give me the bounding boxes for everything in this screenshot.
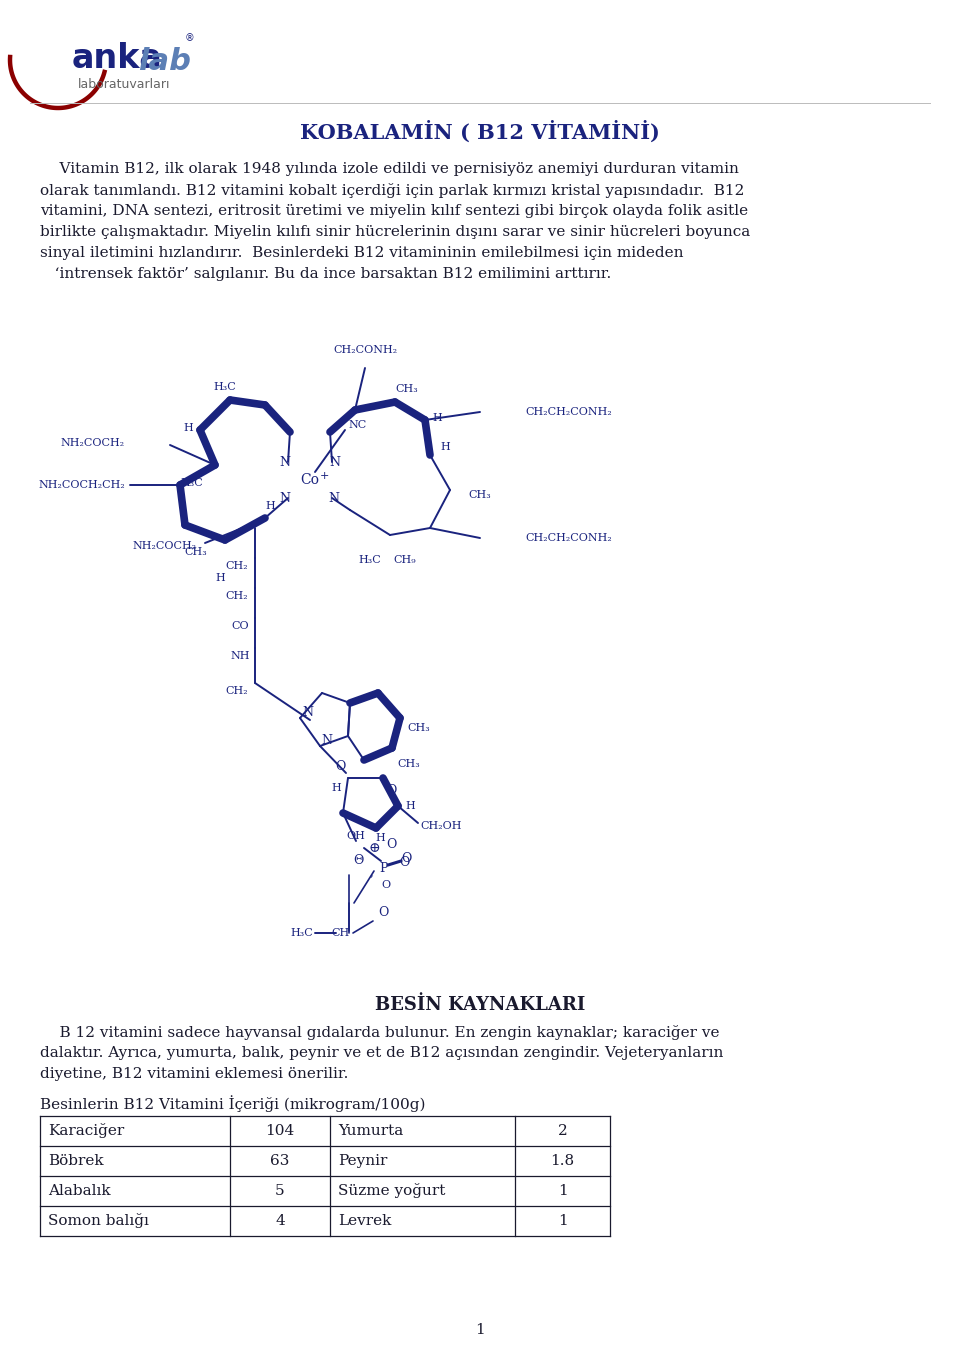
Text: ˊ: ˊ [368,877,374,889]
Text: CH₂CH₂CONH₂: CH₂CH₂CONH₂ [525,407,612,417]
Text: Levrek: Levrek [338,1215,392,1228]
Text: NH₂COCH₂: NH₂COCH₂ [132,540,197,551]
Text: 63: 63 [271,1154,290,1169]
Text: ⊕: ⊕ [369,842,380,855]
Text: ‘intrensek faktör’ salgılanır. Bu da ince barsaktan B12 emilimini arttırır.: ‘intrensek faktör’ salgılanır. Bu da inc… [40,267,612,281]
Text: dalaktır. Ayrıca, yumurta, balık, peynir ve et de B12 açısından zengindir. Vejet: dalaktır. Ayrıca, yumurta, balık, peynir… [40,1046,724,1061]
Text: NC: NC [348,420,367,430]
Text: lab: lab [138,46,191,76]
Text: O: O [398,857,409,870]
Text: N: N [279,455,291,469]
Text: +: + [320,471,328,481]
Text: N: N [279,492,291,504]
Text: 1: 1 [558,1215,567,1228]
Text: 5: 5 [276,1183,285,1198]
Text: H₃C: H₃C [214,382,236,392]
Text: diyetine, B12 vitamini eklemesi önerilir.: diyetine, B12 vitamini eklemesi önerilir… [40,1067,348,1081]
Text: N: N [322,734,332,747]
Text: CH₃: CH₃ [468,490,491,500]
Text: Θ: Θ [353,854,363,867]
Text: CH: CH [332,928,350,938]
Text: CH₉: CH₉ [394,555,417,565]
Text: O: O [335,759,346,773]
Text: NH: NH [230,651,250,661]
Text: Yumurta: Yumurta [338,1124,403,1138]
Text: Karaciğer: Karaciğer [48,1124,124,1139]
Text: H: H [183,423,193,434]
Text: NH₂COCH₂CH₂: NH₂COCH₂CH₂ [38,480,125,490]
Text: CH₃: CH₃ [396,384,419,394]
Text: 1: 1 [475,1323,485,1337]
Text: N: N [302,707,314,720]
Text: 4: 4 [276,1215,285,1228]
Text: 1.8: 1.8 [550,1154,575,1169]
Text: H: H [375,834,385,843]
Text: sinyal iletimini hızlandırır.  Besinlerdeki B12 vitamininin emilebilmesi için mi: sinyal iletimini hızlandırır. Besinlerde… [40,246,684,259]
Text: CH₂OH: CH₂OH [420,821,462,831]
Text: H: H [331,784,341,793]
Text: Alabalık: Alabalık [48,1183,110,1198]
Text: olarak tanımlandı. B12 vitamini kobalt içerdiği için parlak kırmızı kristal yapı: olarak tanımlandı. B12 vitamini kobalt i… [40,182,744,199]
Text: N: N [328,492,340,504]
Text: KOBALAMİN ( B12 VİTAMİNİ): KOBALAMİN ( B12 VİTAMİNİ) [300,120,660,143]
Text: H₃C: H₃C [180,478,203,488]
Text: birlikte çalışmaktadır. Miyelin kılıfı sinir hücrelerinin dışını sarar ve sinir : birlikte çalışmaktadır. Miyelin kılıfı s… [40,226,751,239]
Text: CH₃: CH₃ [397,759,420,769]
Text: Böbrek: Böbrek [48,1154,104,1169]
Text: B 12 vitamini sadece hayvansal gıdalarda bulunur. En zengin kaynaklar; karaciğer: B 12 vitamini sadece hayvansal gıdalarda… [40,1025,719,1040]
Text: Vitamin B12, ilk olarak 1948 yılında izole edildi ve pernisiyöz anemiyi durduran: Vitamin B12, ilk olarak 1948 yılında izo… [40,162,739,176]
Text: BESİN KAYNAKLARI: BESİN KAYNAKLARI [374,996,586,1015]
Text: Besinlerin B12 Vitamini İçeriği (mikrogram/100g): Besinlerin B12 Vitamini İçeriği (mikrogr… [40,1096,425,1112]
Text: O: O [378,907,388,920]
Text: H: H [215,573,225,584]
Text: laboratuvarları: laboratuvarları [78,77,171,91]
Text: H₃C: H₃C [290,928,313,938]
Text: H₃C: H₃C [359,555,381,565]
Text: anka: anka [72,42,163,74]
Text: 1: 1 [558,1183,567,1198]
Text: O: O [386,839,396,851]
Text: vitamini, DNA sentezi, eritrosit üretimi ve miyelin kılıf sentezi gibi birçok ol: vitamini, DNA sentezi, eritrosit üretimi… [40,204,748,218]
Text: CH₂CH₂CONH₂: CH₂CH₂CONH₂ [525,534,612,543]
Text: Somon balığı: Somon balığı [48,1213,149,1228]
Text: CO: CO [231,621,249,631]
Text: CH₃: CH₃ [407,723,430,734]
Text: NH₂COCH₂: NH₂COCH₂ [60,438,125,449]
Text: Süzme yoğurt: Süzme yoğurt [338,1183,445,1198]
Text: 2: 2 [558,1124,567,1138]
Text: CH₂: CH₂ [226,686,249,696]
Text: Co: Co [300,473,320,486]
Text: H: H [405,801,415,811]
Text: OH: OH [347,831,366,842]
Text: 104: 104 [265,1124,295,1138]
Text: CH₂: CH₂ [226,590,249,601]
Text: O: O [381,880,391,890]
Text: P: P [380,862,388,874]
Text: CH₃: CH₃ [184,547,207,557]
Text: H: H [440,442,450,453]
Text: CH₂CONH₂: CH₂CONH₂ [333,345,397,355]
Text: H: H [432,413,442,423]
Text: N: N [329,455,341,469]
Text: H: H [265,501,275,511]
Text: Peynir: Peynir [338,1154,388,1169]
Text: O: O [401,851,411,865]
Text: CH₂: CH₂ [226,561,249,571]
Text: ®: ® [185,32,195,43]
Text: O: O [386,784,396,797]
